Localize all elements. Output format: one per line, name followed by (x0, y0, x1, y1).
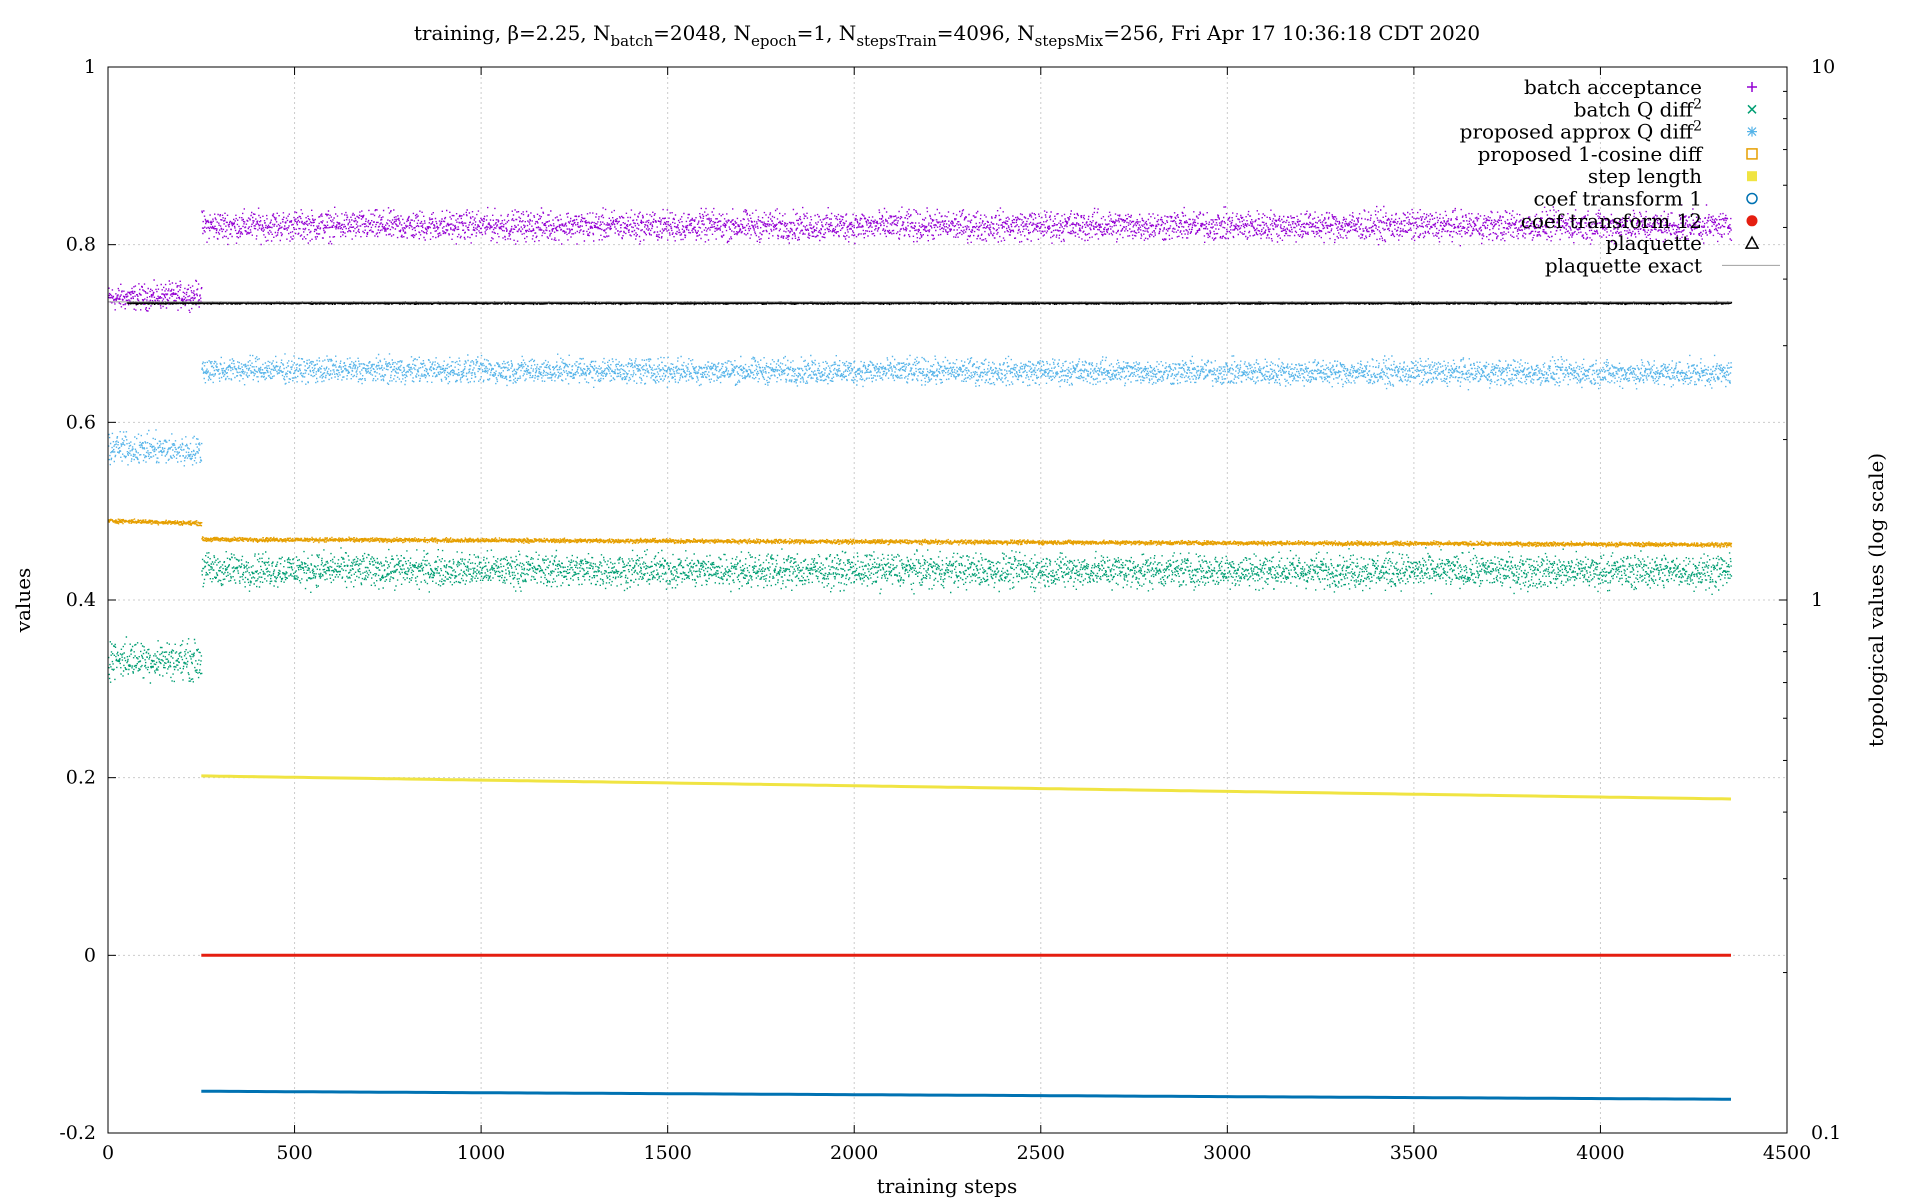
y-tick-label: 0.6 (66, 411, 96, 433)
y2-tick-label: 1 (1811, 589, 1823, 611)
legend-label: plaquette (1605, 231, 1702, 255)
legend-cross-icon (1747, 104, 1757, 114)
series-points (126, 300, 1733, 306)
y-tick-label: 1 (84, 56, 96, 78)
legend-triangle-icon (1744, 235, 1760, 249)
x-tick-label: 2500 (1017, 1142, 1065, 1164)
x-tick-label: 0 (102, 1142, 114, 1164)
x-tick-label: 3500 (1390, 1142, 1438, 1164)
series-points (108, 279, 203, 313)
legend-filled-square-icon (1747, 171, 1757, 182)
legend-label: coef transform 1 (1533, 187, 1702, 211)
x-tick-label: 4500 (1763, 1142, 1811, 1164)
series-points (108, 429, 203, 467)
legend-label: batch Q diff2 (1574, 96, 1702, 121)
series-coef-transform-1 (201, 1089, 1731, 1101)
series-line (201, 1089, 1731, 1101)
series-proposed-1-cosine-diff (108, 518, 1733, 549)
x-axis-label: training steps (877, 1174, 1017, 1198)
series-proposed-approx-q-diff (108, 353, 1733, 467)
y-tick-label: 0.4 (66, 589, 96, 611)
series-points (108, 636, 203, 684)
series-step-length (201, 774, 1732, 801)
legend-label: step length (1588, 164, 1702, 188)
legend-label: batch acceptance (1524, 75, 1702, 99)
legend-circle-icon (1746, 192, 1758, 205)
x-tick-label: 500 (276, 1142, 312, 1164)
y-tick-label: 0.2 (66, 767, 96, 789)
series-line (201, 774, 1732, 801)
series-plaquette (126, 300, 1733, 306)
series-layer (108, 204, 1733, 1101)
y2-tick-label: 0.1 (1811, 1122, 1841, 1144)
legend-label: plaquette exact (1545, 253, 1702, 277)
series-points (201, 536, 1733, 549)
y-axis-label: values (11, 568, 35, 634)
legend-plus-icon (1747, 82, 1757, 92)
y2-axis-label: topological values (log scale) (1864, 453, 1888, 747)
x-tick-label: 3000 (1203, 1142, 1251, 1164)
y2-tick-label: 10 (1811, 56, 1835, 78)
legend-label: coef transform 12 (1521, 209, 1702, 233)
legend-filled-circle-icon (1746, 215, 1758, 227)
chart-title: training, β=2.25, Nbatch=2048, Nepoch=1,… (414, 21, 1480, 50)
legend-square-icon (1746, 148, 1758, 160)
x-tick-label: 4000 (1576, 1142, 1624, 1164)
axis-ticks: 0 500 1000 1500 2000 2500 3000 3500 4000 4500 -0.2… (59, 56, 1841, 1164)
y-tick-label: 0.8 (66, 234, 96, 256)
y-tick-label: 0 (84, 944, 96, 966)
legend-label: proposed 1-cosine diff (1478, 142, 1704, 166)
series-points (201, 547, 1733, 595)
legend-label: proposed approx Q diff2 (1460, 119, 1702, 144)
y-tick-label: -0.2 (59, 1122, 96, 1144)
series-batch-q-diff (108, 547, 1733, 684)
x-tick-label: 1000 (457, 1142, 505, 1164)
x-tick-label: 2000 (830, 1142, 878, 1164)
series-points (108, 518, 203, 527)
series-points (201, 353, 1733, 391)
series-batch-acceptance (108, 204, 1733, 313)
x-tick-label: 1500 (643, 1142, 691, 1164)
series-points (201, 204, 1733, 247)
legend-star-icon (1747, 126, 1757, 137)
